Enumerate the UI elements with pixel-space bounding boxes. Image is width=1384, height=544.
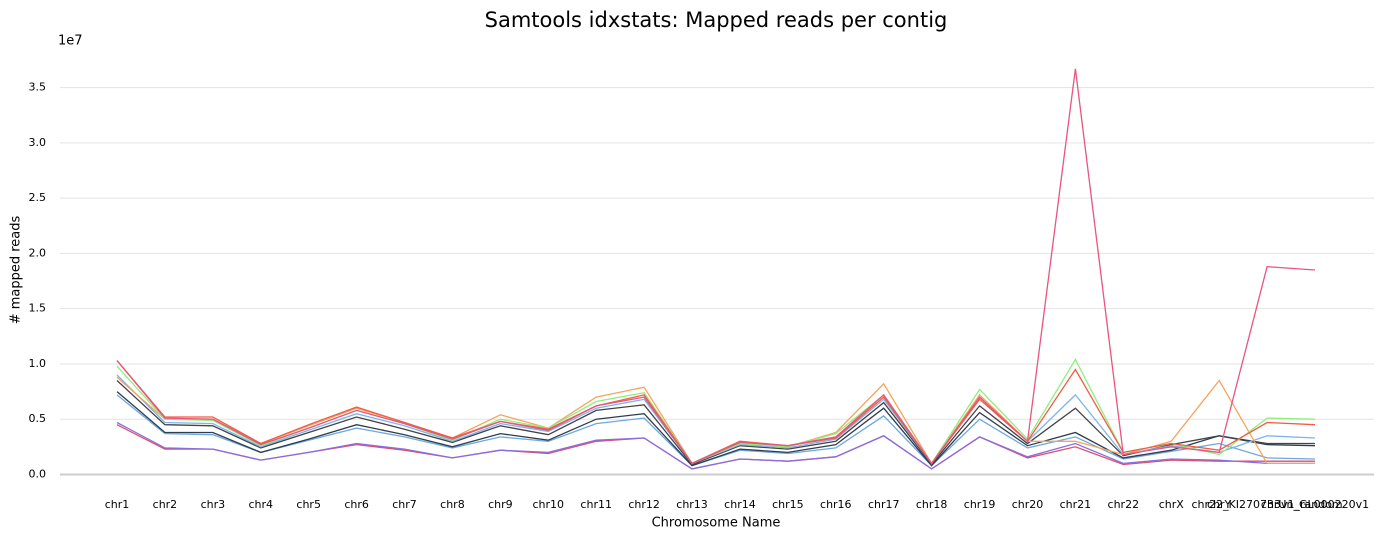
x-tick-label: chr6 — [344, 498, 369, 511]
y-tick-label: 1.5 — [29, 302, 47, 315]
x-tick-label: chr1 — [105, 498, 130, 511]
line-series — [116, 360, 1316, 465]
x-tick-label: chr11 — [580, 498, 612, 511]
y-axis-label: # mapped reads — [9, 215, 24, 324]
y-tick-label: 0.5 — [29, 412, 47, 425]
x-tick-label: chr21 — [1060, 498, 1092, 511]
y-tick-label: 2.5 — [29, 191, 47, 204]
x-tick-label: chr16 — [820, 498, 852, 511]
chart-title: Samtools idxstats: Mapped reads per cont… — [485, 8, 948, 32]
x-tick-label: chr4 — [248, 498, 273, 511]
y-tick-label: 3.0 — [29, 136, 47, 149]
x-tick-label: chr15 — [772, 498, 804, 511]
x-tick-label: chr3 — [201, 498, 226, 511]
x-tick-label: chr17 — [868, 498, 900, 511]
x-tick-label: chr14 — [724, 498, 756, 511]
x-tick-label: chr9 — [488, 498, 513, 511]
x-tick-label: chr10 — [533, 498, 565, 511]
x-tick-label: chrUn_GL000220v1 — [1261, 498, 1369, 511]
x-tick-label: chr5 — [296, 498, 321, 511]
x-tick-label: chr18 — [916, 498, 948, 511]
x-tick-label: chr20 — [1012, 498, 1044, 511]
line-series — [116, 391, 1316, 467]
line-series — [116, 68, 1316, 465]
x-tick-label: chr12 — [628, 498, 660, 511]
line-series — [116, 421, 1315, 470]
line-series — [116, 380, 1315, 466]
x-tick-label: chr22_KI270733v1_random — [1191, 498, 1342, 511]
x-tick-label: chrY — [1207, 498, 1232, 511]
axis-offset: 1e7 — [58, 34, 83, 49]
line-series — [116, 358, 1316, 465]
x-tick-label: chr19 — [964, 498, 996, 511]
x-tick-label: chrX — [1159, 498, 1185, 511]
x-tick-label: chr2 — [153, 498, 178, 511]
y-tick-label: 0.0 — [29, 467, 47, 480]
x-tick-label: chr22 — [1108, 498, 1140, 511]
y-tick-label: 2.0 — [29, 246, 47, 259]
x-tick-label: chr13 — [676, 498, 708, 511]
x-axis-label: Chromosome Name — [652, 516, 781, 531]
y-tick-label: 1.0 — [29, 357, 47, 370]
y-tick-label: 3.5 — [29, 81, 47, 94]
x-tick-label: chr7 — [392, 498, 417, 511]
x-tick-label: chr8 — [440, 498, 465, 511]
